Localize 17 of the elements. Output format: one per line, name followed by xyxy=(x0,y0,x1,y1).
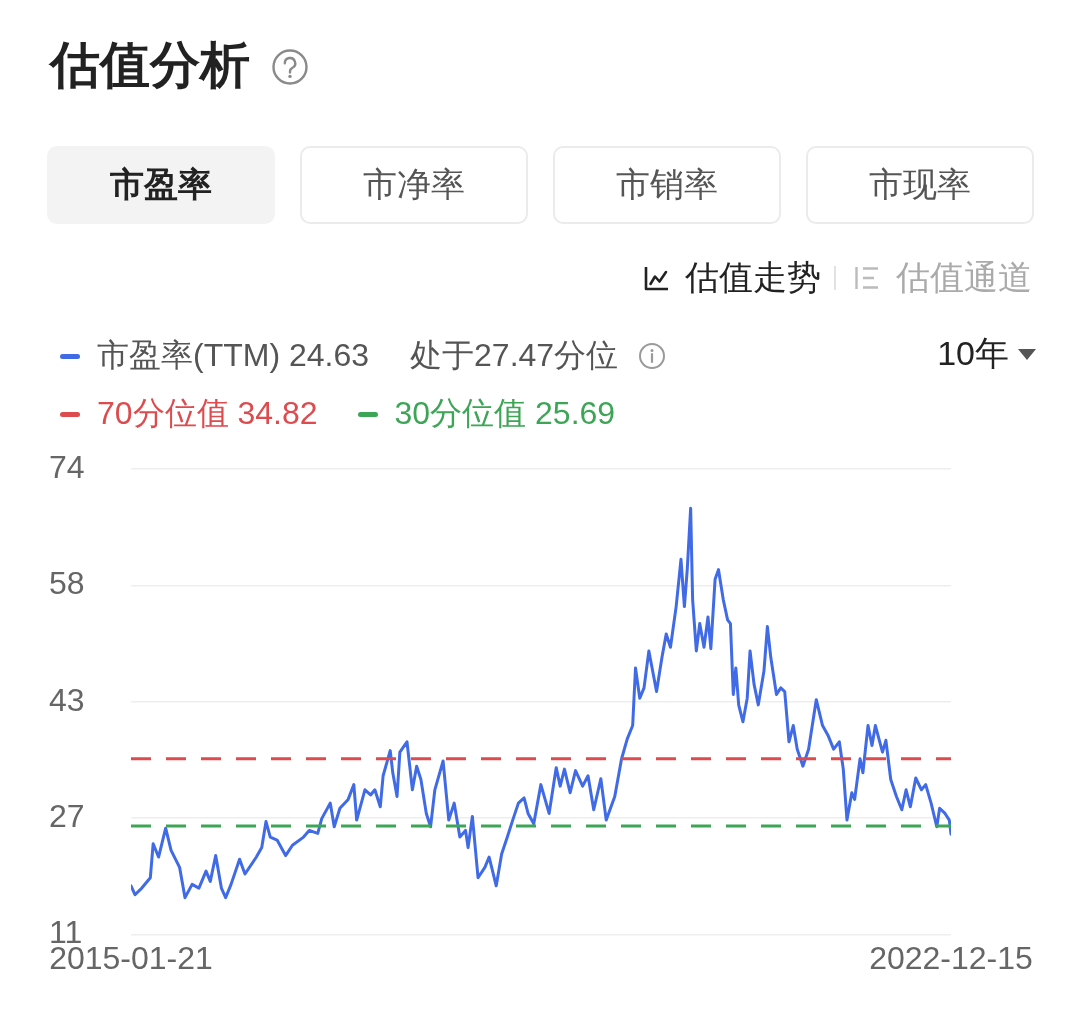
x-tick-label: 2022-12-15 xyxy=(869,939,1033,976)
tab: 市盈率 xyxy=(47,146,275,224)
y-tick-label: 27 xyxy=(49,798,85,835)
text: 估值通道 xyxy=(896,257,1032,298)
tab: 市净率 xyxy=(300,146,528,224)
y-tick-label: 43 xyxy=(49,681,85,718)
text: 10年 xyxy=(937,333,1009,374)
tab: 市销率 xyxy=(553,146,781,224)
y-tick-label: 58 xyxy=(49,565,85,602)
legend-label: 市盈率(TTM) 24.63 xyxy=(97,336,370,375)
legend-label: 30分位值 25.69 xyxy=(394,394,616,433)
tab: 市现率 xyxy=(806,146,1034,224)
chart-title: 估值分析 xyxy=(50,36,250,95)
legend-label: 70分位值 34.82 xyxy=(97,394,318,433)
text: 估值走势 xyxy=(685,257,821,298)
text: 处于27.47分位 xyxy=(410,336,619,375)
y-tick-label: 74 xyxy=(49,449,85,486)
